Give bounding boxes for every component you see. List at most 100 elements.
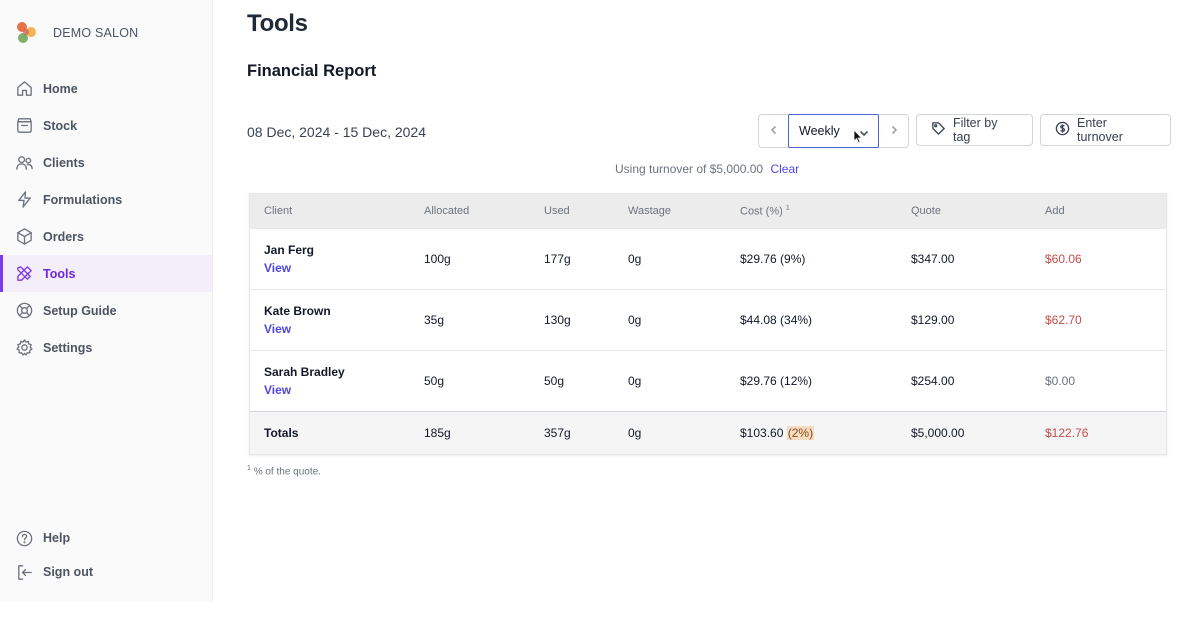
view-client-link[interactable]: View [264,322,292,336]
table-totals-row: Totals 185g 357g 0g $103.60 (2%) $5,000.… [250,411,1166,454]
sidebar-item-setup-guide[interactable]: Setup Guide [0,292,212,329]
sidebar: DEMO SALON Home Stock Clients Formulatio… [0,0,213,602]
sidebar-item-label: Tools [43,266,76,281]
sidebar-item-label: Home [43,81,78,96]
sidebar-item-help[interactable]: Help [0,521,212,555]
sidebar-item-label: Clients [43,155,85,170]
clear-turnover-link[interactable]: Clear [770,162,800,176]
wastage-cell: 0g [628,252,642,266]
dollar-circle-icon [1055,121,1077,139]
report-controls: Weekly Filter by tag Enter turnover [758,114,1171,148]
add-cell: $62.70 [1045,313,1082,327]
period-select[interactable]: Weekly [788,114,879,148]
period-pager: Weekly [758,114,909,148]
previous-period-button[interactable] [759,115,788,147]
footnote-text: % of the quote. [253,466,321,478]
chevron-left-icon [769,122,779,140]
salon-name: DEMO SALON [53,26,139,40]
used-cell: 50g [544,374,565,388]
header-wastage: Wastage [628,205,672,217]
table-row: Jan Ferg View 100g 177g 0g $29.76 (9%) $… [250,228,1166,289]
sidebar-item-sign-out[interactable]: Sign out [0,555,212,589]
header-cost-footnote-marker: 1 [785,204,790,212]
totals-cost: $103.60 (2%) [740,426,911,440]
sidebar-item-tools[interactable]: Tools [0,255,212,292]
chevron-down-icon [859,127,869,141]
totals-quote: $5,000.00 [911,426,965,440]
sidebar-item-label: Formulations [43,192,123,207]
sidebar-item-formulations[interactable]: Formulations [0,181,212,218]
cost-cell: $29.76 (12%) [740,374,813,388]
salon-logo-icon [14,20,40,46]
quote-cell: $254.00 [911,374,955,388]
sidebar-item-label: Help [43,531,71,545]
wastage-cell: 0g [628,374,642,388]
header-allocated: Allocated [424,205,470,217]
header-cost-label: Cost (%) [740,205,783,218]
table-row: Sarah Bradley View 50g 50g 0g $29.76 (12… [250,350,1166,411]
client-cell: Jan Ferg View [250,243,424,275]
sidebar-item-stock[interactable]: Stock [0,107,212,144]
footnote: 1 % of the quote. [247,465,321,477]
wastage-cell: 0g [628,313,642,327]
sidebar-nav: Home Stock Clients Formulations Orders T… [0,70,212,366]
sidebar-item-home[interactable]: Home [0,70,212,107]
sidebar-item-settings[interactable]: Settings [0,329,212,366]
period-select-value: Weekly [799,124,840,138]
cost-cell: $44.08 (34%) [740,313,813,327]
sidebar-item-label: Orders [43,229,84,244]
tools-icon [14,264,34,284]
next-period-button[interactable] [879,115,908,147]
sidebar-item-orders[interactable]: Orders [0,218,212,255]
quote-cell: $347.00 [911,252,955,266]
sidebar-item-label: Setup Guide [43,303,117,318]
turnover-note-text: Using turnover of $5,000.00 [615,162,764,176]
client-cell: Sarah Bradley View [250,365,424,397]
financial-report-table: Client Allocated Used Wastage Cost (%) 1… [249,193,1167,455]
page-title: Tools [247,10,308,37]
header-cost: Cost (%) 1 [740,205,911,218]
view-client-link[interactable]: View [264,383,292,397]
tag-icon [931,121,953,139]
brand[interactable]: DEMO SALON [14,20,138,46]
add-cell: $0.00 [1045,374,1076,388]
quote-cell: $129.00 [911,313,955,327]
header-used: Used [544,205,570,217]
sidebar-bottom-nav: Help Sign out [0,521,212,589]
allocated-cell: 50g [424,374,445,388]
chevron-right-icon [889,122,899,140]
table-header: Client Allocated Used Wastage Cost (%) 1… [250,194,1166,228]
totals-cost-value: $103.60 [740,426,784,440]
totals-wastage: 0g [628,426,642,440]
used-cell: 177g [544,252,571,266]
header-quote: Quote [911,205,941,217]
totals-add: $122.76 [1045,426,1089,440]
view-client-link[interactable]: View [264,261,292,275]
header-client: Client [264,205,293,217]
client-name: Jan Ferg [264,243,315,257]
totals-label-cell: Totals [250,426,424,440]
mouse-cursor-icon [853,128,863,144]
home-icon [14,79,34,99]
sidebar-item-clients[interactable]: Clients [0,144,212,181]
cost-cell: $29.76 (9%) [740,252,806,266]
filter-by-tag-label: Filter by tag [953,116,998,144]
help-icon [14,528,34,548]
page-bottom-area [0,602,1200,635]
allocated-cell: 100g [424,252,451,266]
gear-icon [14,338,34,358]
sidebar-item-label: Sign out [43,565,93,579]
footnote-marker: 1 [247,465,251,472]
lifebuoy-icon [14,301,34,321]
bolt-icon [14,190,34,210]
enter-turnover-button[interactable]: Enter turnover [1040,114,1171,146]
cube-icon [14,227,34,247]
totals-cost-percent: (2%) [786,426,815,440]
client-cell: Kate Brown View [250,304,424,336]
sidebar-item-label: Settings [43,340,93,355]
sidebar-item-label: Stock [43,118,78,133]
filter-by-tag-button[interactable]: Filter by tag [916,114,1033,146]
client-name: Sarah Bradley [264,365,345,379]
allocated-cell: 35g [424,313,445,327]
turnover-note: Using turnover of $5,000.00 Clear [615,162,799,176]
